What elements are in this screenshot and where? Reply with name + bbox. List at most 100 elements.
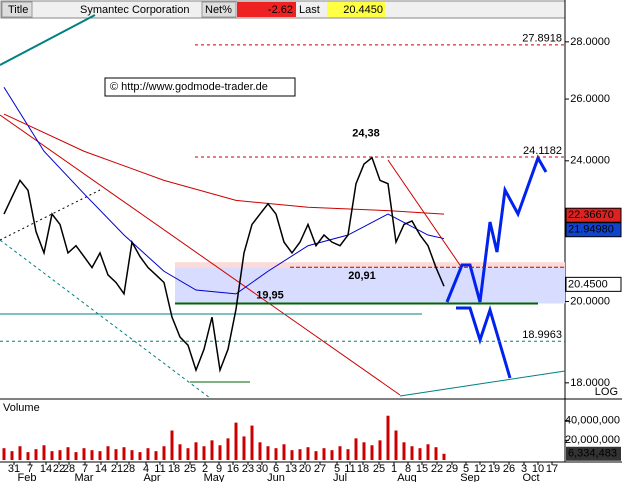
volume-bar xyxy=(74,452,78,460)
volume-bar xyxy=(290,450,294,460)
moving-average xyxy=(3,86,445,295)
y-tick-label: 20.0000 xyxy=(570,295,610,307)
volume-bar xyxy=(386,415,390,460)
volume-bar xyxy=(274,448,278,460)
month-label: Jun xyxy=(267,472,285,482)
volume-bar xyxy=(298,449,302,460)
high-label: 24,38 xyxy=(352,128,380,140)
volume-bar xyxy=(426,444,430,460)
support-label: 20,91 xyxy=(348,270,376,282)
x-tick-label: 25 xyxy=(373,463,385,475)
x-tick-label: 28 xyxy=(123,463,135,475)
x-tick-label: 22 xyxy=(431,463,443,475)
x-tick-label: 15 xyxy=(416,463,428,475)
x-tick-label: 29 xyxy=(446,463,458,475)
net-value: -2.62 xyxy=(268,4,293,16)
x-tick-label: 18 xyxy=(168,463,180,475)
volume-bar xyxy=(10,451,14,460)
volume-bar xyxy=(378,440,382,460)
x-tick-label: 14 xyxy=(40,463,52,475)
x-tick-label: 17 xyxy=(546,463,558,475)
volume-bar xyxy=(354,438,358,460)
volume-bar xyxy=(26,452,30,460)
x-tick-label: 5 xyxy=(334,463,340,475)
volume-bar xyxy=(58,450,62,460)
x-tick-label: 21 xyxy=(111,463,123,475)
volume-bar xyxy=(146,448,150,460)
volume-bar xyxy=(250,425,254,460)
volume-bar xyxy=(410,446,414,460)
volume-bar xyxy=(98,451,102,460)
volume-bar xyxy=(258,442,262,460)
level-label: 18.9963 xyxy=(522,329,562,341)
volume-tick-label: 40,000,000 xyxy=(565,415,620,427)
watermark: © http://www.godmode-trader.de xyxy=(110,81,268,93)
forecast-path xyxy=(445,154,548,303)
volume-bar xyxy=(42,445,46,460)
net-box xyxy=(201,1,237,18)
level-label: 24.1182 xyxy=(523,145,562,157)
volume-bar xyxy=(90,450,94,460)
volume-bar xyxy=(234,422,238,460)
volume-bar xyxy=(314,451,318,460)
x-tick-label: 11 xyxy=(154,463,165,475)
trendline xyxy=(399,370,566,397)
volume-bar xyxy=(2,448,6,460)
trendline xyxy=(0,14,96,66)
volume-bar xyxy=(338,446,342,460)
volume-bar xyxy=(306,447,310,460)
price-tag-label: 21.94980 xyxy=(568,224,614,236)
month-label: Apr xyxy=(143,472,160,482)
x-tick-label: 3 xyxy=(521,463,527,475)
x-tick-label: 13 xyxy=(285,463,297,475)
x-tick-label: 2 xyxy=(202,463,208,475)
month-label: May xyxy=(204,472,225,482)
price-tag xyxy=(565,207,622,223)
volume-bar xyxy=(154,451,158,460)
price-line xyxy=(3,156,445,374)
y-tick-label: 26.0000 xyxy=(570,93,610,105)
x-tick-label: 31 xyxy=(8,463,20,475)
month-label: Feb xyxy=(18,472,37,482)
x-tick-label: 10 xyxy=(532,463,544,475)
x-tick-label: 27 xyxy=(314,463,326,475)
volume-bar xyxy=(178,444,182,460)
volume-bar xyxy=(394,430,398,460)
volume-bar xyxy=(266,446,270,460)
x-tick-label: 6 xyxy=(273,463,279,475)
net-value-box xyxy=(237,2,296,17)
volume-bar xyxy=(402,442,406,460)
last-label: Last xyxy=(299,4,320,16)
volume-tick-label: 20,000,000 xyxy=(565,434,620,446)
last-value: 20.4450 xyxy=(343,4,383,16)
x-tick-label: 22 xyxy=(53,463,65,475)
forecast-path xyxy=(456,304,512,379)
month-label: Mar xyxy=(75,472,94,482)
axis-note: LOG xyxy=(595,386,618,398)
trendline xyxy=(0,239,211,399)
net-label: Net% xyxy=(205,4,232,16)
volume-bar xyxy=(242,436,246,460)
trendline xyxy=(387,159,463,269)
volume-bar xyxy=(114,449,118,460)
x-tick-label: 28 xyxy=(63,463,75,475)
x-tick-label: 30 xyxy=(256,463,268,475)
volume-bar xyxy=(130,450,134,460)
x-tick-label: 4 xyxy=(143,463,149,475)
x-tick-label: 1 xyxy=(391,463,397,475)
moving-average xyxy=(3,113,445,215)
x-tick-label: 23 xyxy=(242,463,254,475)
title-box-text: Title xyxy=(8,4,28,16)
last-value-box xyxy=(327,2,385,17)
volume-tag xyxy=(566,446,621,461)
volume-bar xyxy=(138,452,142,460)
volume-bar xyxy=(322,448,326,460)
volume-bar xyxy=(330,450,334,460)
x-tick-label: 14 xyxy=(95,463,107,475)
title-box xyxy=(1,1,33,18)
volume-bar xyxy=(170,430,174,460)
volume-bar xyxy=(370,445,374,460)
volume-bar xyxy=(106,446,110,460)
trendline xyxy=(0,114,401,396)
